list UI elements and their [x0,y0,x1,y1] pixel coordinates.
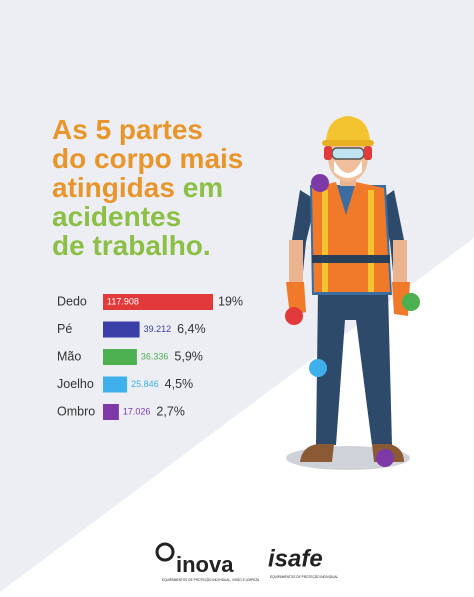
value-label: 39.212 [144,324,172,334]
value-label: 117.908 [107,296,139,306]
percentage-label: 4,5% [165,377,194,391]
percentage-label: 19% [218,294,243,308]
title-line: do corpo mais [52,143,243,174]
value-label: 36.336 [141,351,169,361]
value-label: 25.846 [131,379,159,389]
category-label: Pé [57,322,72,336]
bar-chart: Dedo 117.908 19% Pé 39.212 6,4% Mão 36.336 5,9% J… [57,294,243,420]
title-line: atingidas em [52,172,223,203]
bar [103,321,140,338]
title-line: de trabalho. [52,230,211,261]
title-line: acidentes [52,201,181,232]
title-segment: em [175,172,223,203]
background-diagonal [0,238,474,592]
title-segment: do corpo mais [52,143,243,174]
title-segment: acidentes [52,201,181,232]
isafe-tagline: EQUIPAMENTOS DE PROTEÇÃO INDIVIDUAL [270,574,338,579]
category-label: Dedo [57,294,87,308]
category-label: Ombro [57,404,95,418]
title-line: As 5 partes [52,114,203,145]
category-label: Mão [57,349,81,363]
bar [103,294,213,310]
percentage-label: 5,9% [174,349,203,363]
title-segment: de trabalho. [52,230,211,261]
inova-tagline: EQUIPAMENTOS DE PROTEÇÃO INDIVIDUAL, VIS… [162,577,260,582]
isafe-logo: isafe [268,545,323,572]
title-segment: As 5 partes [52,114,203,145]
worker-illustration [285,116,420,470]
inova-logo: inova [176,552,234,577]
title-segment: atingidas [52,172,175,203]
value-label: 17.026 [123,406,151,416]
bar [103,404,119,420]
bar [103,376,128,393]
logos: inova EQUIPAMENTOS DE PROTEÇÃO INDIVIDUA… [155,542,338,582]
percentage-label: 2,7% [156,404,185,418]
bar [103,349,137,365]
inova-icon [155,542,175,562]
category-label: Joelho [57,377,94,391]
percentage-label: 6,4% [177,322,206,336]
